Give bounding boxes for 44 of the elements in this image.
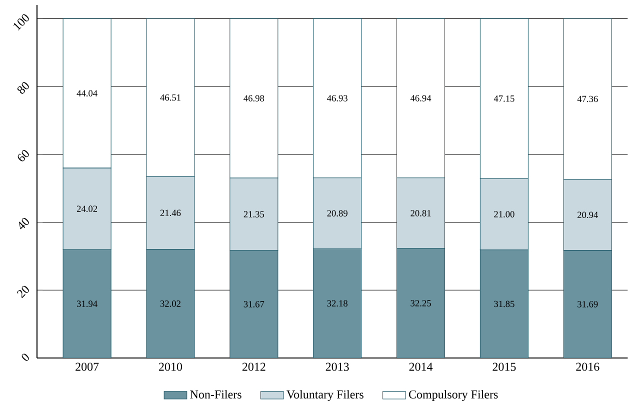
data-label: 31.94 <box>76 300 98 307</box>
y-tick-label: 0 <box>22 354 29 361</box>
legend-label: Non-Filers <box>190 390 242 399</box>
data-label: 21.46 <box>160 210 181 216</box>
data-label: 47.15 <box>494 95 514 102</box>
data-label: 32.18 <box>327 300 348 307</box>
y-tick-label: 100 <box>14 14 29 30</box>
data-label: 46.51 <box>160 94 180 101</box>
data-label: 46.98 <box>244 95 264 102</box>
bar <box>313 248 362 358</box>
data-label: 20.81 <box>410 210 431 216</box>
x-tick-label: 2014 <box>409 362 433 371</box>
x-tick-label: 2012 <box>242 362 266 371</box>
data-label: 32.25 <box>410 300 431 306</box>
bar <box>146 249 195 358</box>
y-tick-label: 20 <box>16 286 29 298</box>
x-tick-label: 2013 <box>326 362 349 371</box>
data-label: 20.94 <box>578 212 598 218</box>
bar <box>230 250 278 358</box>
x-tick-label: 2016 <box>576 362 600 371</box>
y-tick-label: 60 <box>18 150 29 162</box>
data-label: 31.85 <box>494 300 514 308</box>
data-label: 21.00 <box>494 211 514 218</box>
data-label: 21.35 <box>244 211 264 218</box>
data-label: 46.93 <box>327 95 348 102</box>
data-label: 20.89 <box>327 210 348 216</box>
bar <box>480 250 528 358</box>
x-tick-label: 2010 <box>159 362 182 371</box>
legend-label: Voluntary Filers <box>286 390 364 401</box>
data-label: 47.36 <box>577 96 598 102</box>
bar <box>563 250 612 358</box>
bar <box>396 248 446 358</box>
data-label: 31.67 <box>244 301 264 308</box>
data-label: 24.02 <box>76 206 98 212</box>
bar <box>62 249 112 358</box>
x-tick-label: 2015 <box>492 362 516 371</box>
data-label: 44.04 <box>76 90 98 96</box>
data-label: 31.69 <box>578 301 598 308</box>
x-tick-label: 2007 <box>76 362 99 371</box>
y-tick-label: 40 <box>19 218 29 230</box>
y-tick-label: 80 <box>17 82 29 94</box>
legend-label: Compulsory Filers <box>408 390 498 401</box>
data-label: 32.02 <box>160 300 180 307</box>
data-label: 46.94 <box>410 95 432 102</box>
